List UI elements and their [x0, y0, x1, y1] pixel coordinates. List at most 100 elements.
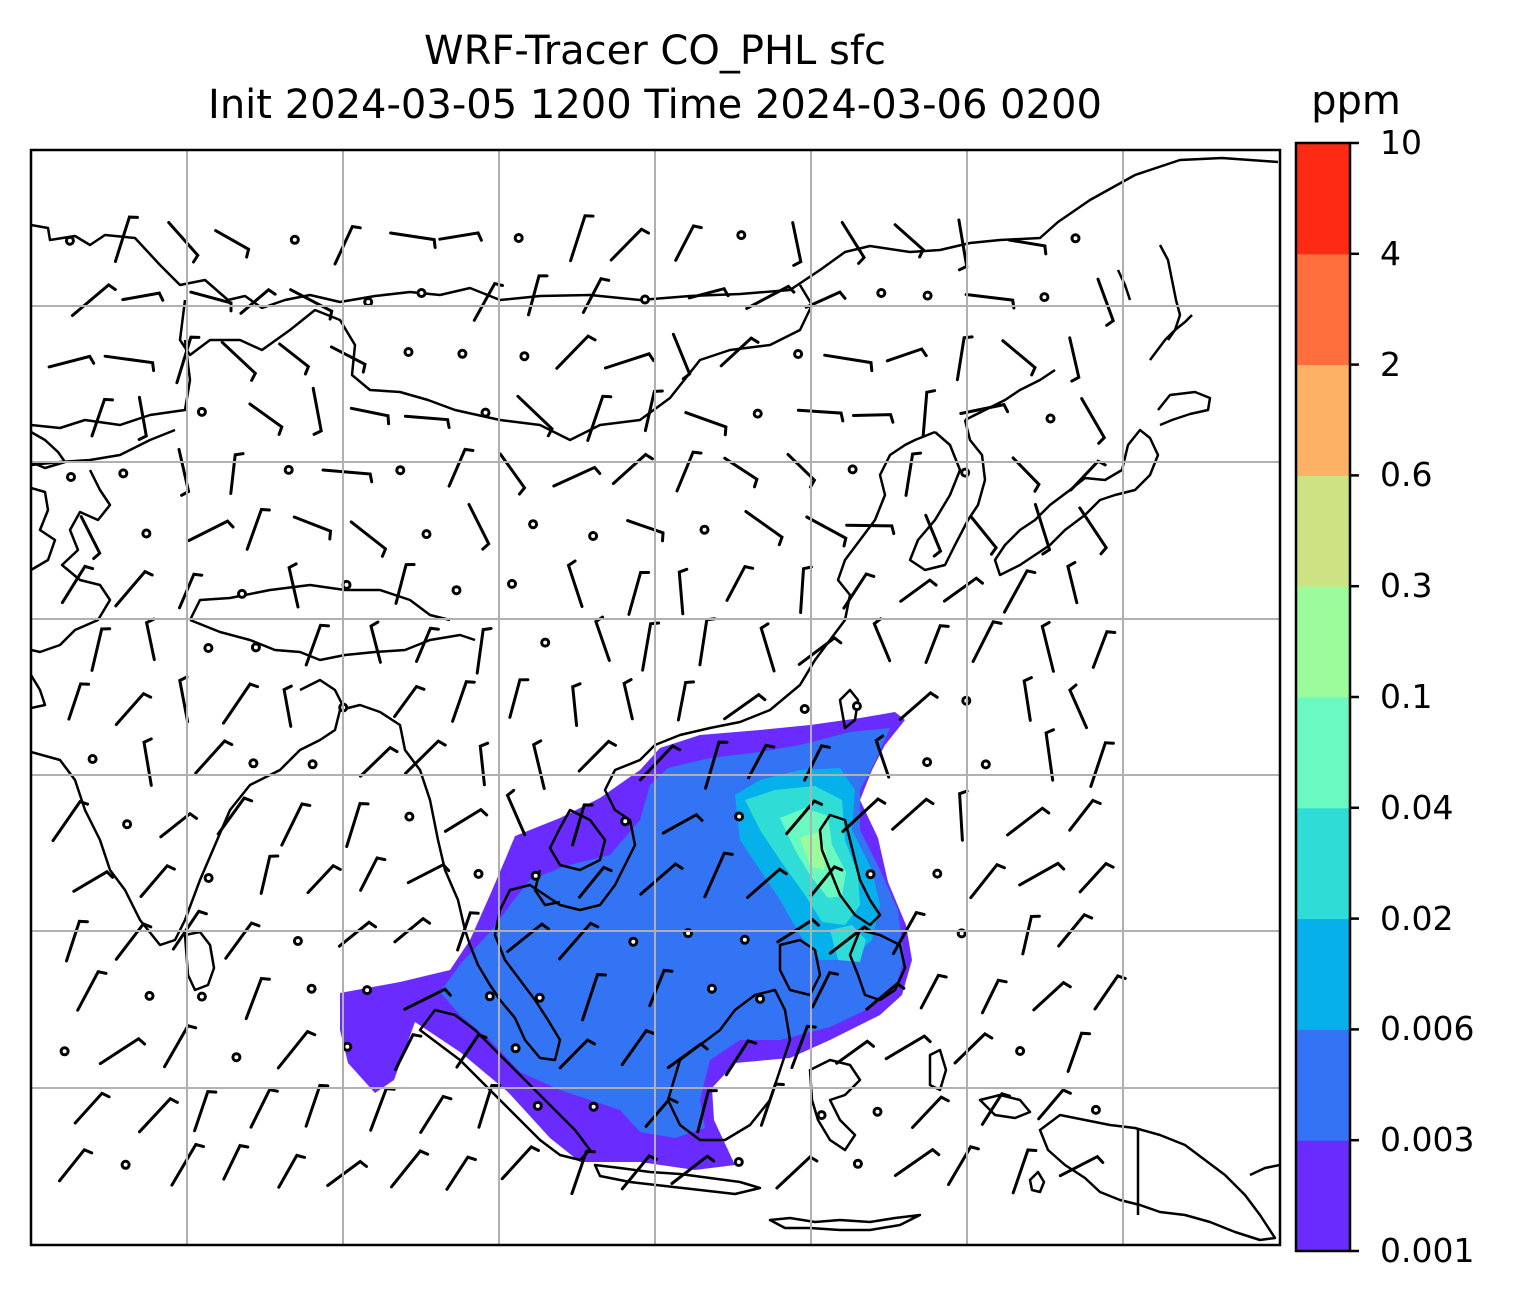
- wind-barb: [389, 231, 437, 249]
- calm-wind-marker: [203, 643, 214, 653]
- calm-wind-marker: [473, 868, 484, 879]
- wind-barb: [790, 1024, 817, 1070]
- calm-wind-marker: [1070, 233, 1081, 244]
- wind-barb: [670, 1154, 716, 1185]
- wind-barb: [627, 571, 651, 616]
- calm-wind-marker: [628, 936, 639, 947]
- wind-barb: [571, 803, 594, 847]
- wind-barb: [723, 692, 767, 721]
- wind-barb: [947, 1145, 980, 1186]
- wind-barb: [359, 856, 387, 892]
- wind-barb: [289, 288, 334, 321]
- calm-wind-marker: [755, 993, 766, 1004]
- wind-barb: [622, 678, 634, 721]
- wind-barb: [527, 274, 549, 317]
- wind-barb: [899, 578, 938, 603]
- wind-barb: [980, 978, 1008, 1015]
- wind-barb: [505, 788, 527, 837]
- wind-barb: [214, 229, 251, 259]
- wind-barb: [278, 342, 311, 376]
- wind-barb: [404, 739, 447, 775]
- wind-barb: [137, 395, 148, 441]
- wind-barb: [170, 1142, 205, 1187]
- calm-wind-marker: [1090, 1104, 1101, 1115]
- calm-wind-marker: [118, 468, 129, 479]
- wind-barb: [569, 214, 595, 263]
- wind-barb: [349, 406, 391, 426]
- wind-barb: [558, 921, 600, 961]
- wind-barb: [121, 291, 165, 302]
- wind-barb: [687, 286, 730, 300]
- wind-barb: [1007, 238, 1048, 256]
- wind-barb: [745, 284, 796, 310]
- colorbar-tick-label: 0.1: [1380, 677, 1433, 716]
- wind-barb: [222, 1143, 250, 1181]
- wind-barb: [677, 567, 689, 616]
- wind-barb: [1032, 980, 1072, 1012]
- wind-barb: [809, 864, 844, 897]
- calm-wind-marker: [872, 1106, 883, 1117]
- wind-barbs: [47, 214, 1127, 1196]
- wind-barb: [704, 740, 729, 790]
- calm-wind-marker: [752, 408, 763, 419]
- wind-barb: [841, 797, 887, 833]
- calm-wind-marker: [865, 869, 876, 880]
- wind-barb: [76, 969, 108, 1012]
- calm-wind-marker: [66, 472, 76, 482]
- calm-wind-marker: [932, 868, 943, 879]
- wind-barb: [969, 862, 1006, 900]
- wind-barb: [581, 973, 607, 1022]
- wind-barb: [445, 1155, 477, 1191]
- wind-barb: [282, 684, 293, 728]
- wind-barb: [1058, 1154, 1105, 1178]
- colorbar-tick-label: 0.006: [1380, 1009, 1475, 1049]
- calm-wind-marker: [530, 870, 541, 881]
- wind-barb: [835, 1039, 875, 1065]
- wind-barb: [248, 402, 284, 436]
- wind-barb: [178, 675, 190, 724]
- wind-barb: [1089, 741, 1115, 788]
- wind-barb: [586, 394, 613, 442]
- calm-wind-marker: [922, 757, 933, 768]
- wind-barb: [747, 743, 776, 780]
- calm-wind-marker: [519, 351, 530, 362]
- colorbar-tick-label: 0.6: [1380, 455, 1433, 495]
- calm-wind-marker: [196, 991, 207, 1002]
- colorbar-tick-label: 0.001: [1380, 1231, 1475, 1270]
- wind-barb: [1096, 277, 1116, 327]
- calm-wind-marker: [852, 1158, 863, 1169]
- coastlines: [31, 156, 1280, 1242]
- wind-barb: [1037, 1088, 1072, 1121]
- calm-wind-marker: [793, 349, 804, 359]
- wind-barb: [415, 626, 440, 663]
- wind-barb: [500, 1145, 540, 1181]
- wind-barb: [287, 562, 300, 609]
- colorbar-segment: [1296, 807, 1350, 920]
- wind-barb: [804, 290, 847, 309]
- colorbar-tick-label: 2: [1380, 344, 1401, 384]
- calm-wind-marker: [1045, 413, 1056, 424]
- wind-barb: [891, 910, 926, 956]
- wind-barb: [304, 1083, 330, 1128]
- wind-barb: [805, 515, 848, 548]
- wind-barb: [893, 223, 926, 259]
- wind-barb: [194, 739, 234, 775]
- wind-barb: [785, 799, 824, 836]
- wind-barb: [90, 397, 114, 438]
- wind-barb: [611, 452, 654, 485]
- colorbar-tick-label: 0.3: [1380, 566, 1433, 606]
- calm-wind-marker: [980, 759, 991, 770]
- wind-barb: [114, 569, 154, 608]
- wind-barb: [852, 413, 895, 424]
- wind-barb: [292, 515, 333, 541]
- wind-barb: [674, 224, 703, 262]
- wind-barb: [671, 332, 692, 381]
- colorbar-segment: [1296, 586, 1350, 698]
- calm-wind-marker: [144, 990, 155, 1001]
- wind-barb: [79, 515, 102, 560]
- colorbar-segment: [1296, 253, 1350, 366]
- calm-wind-marker: [733, 1157, 744, 1167]
- wind-barb: [345, 802, 370, 848]
- wind-barb: [90, 627, 112, 672]
- calm-wind-marker: [640, 294, 650, 305]
